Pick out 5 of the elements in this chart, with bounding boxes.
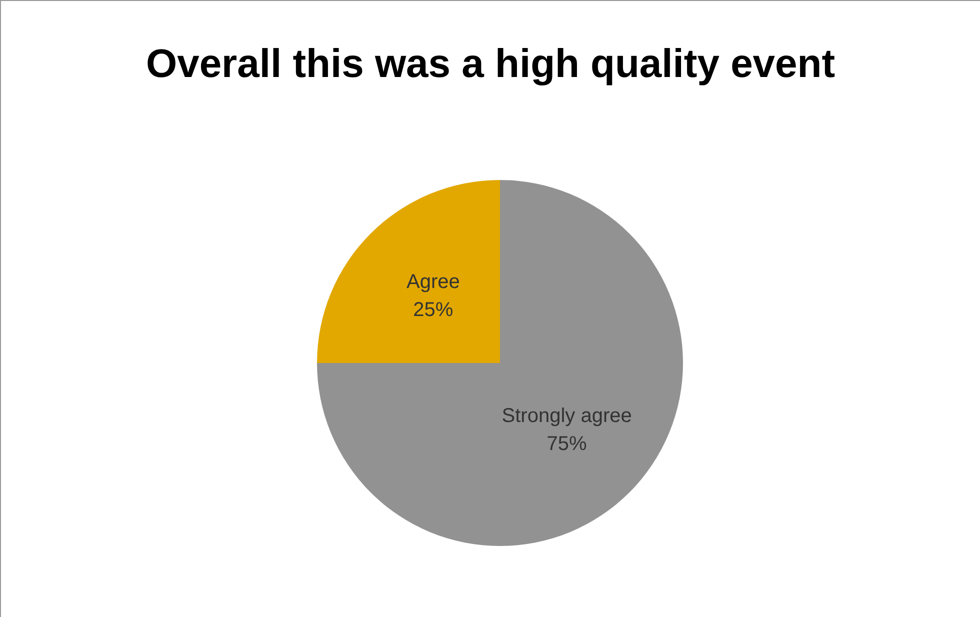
chart-title: Overall this was a high quality event [146,42,836,86]
slice-label: Strongly agree [502,404,632,427]
data-label: 25% [413,299,454,322]
slice-label: Agree [406,271,460,294]
data-label: 75% [546,432,588,455]
